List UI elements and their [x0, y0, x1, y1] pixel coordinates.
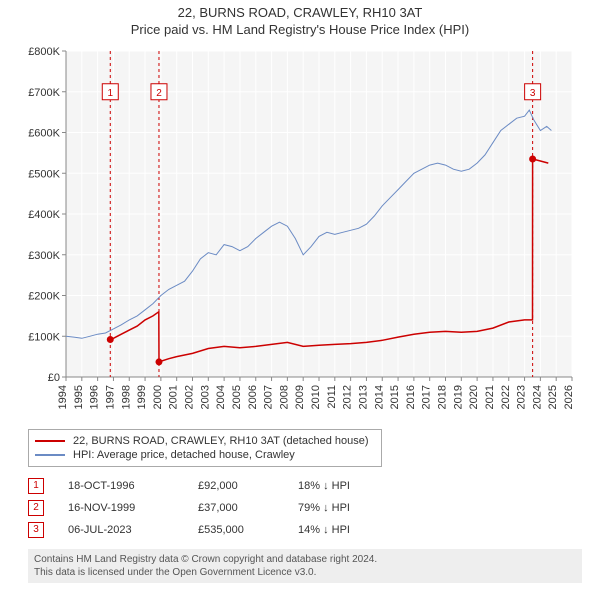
legend-row: HPI: Average price, detached house, Craw…: [35, 448, 375, 462]
sales-table: 1 18-OCT-1996 £92,000 18% ↓ HPI 2 16-NOV…: [28, 475, 600, 541]
svg-text:2007: 2007: [263, 385, 275, 409]
svg-text:2026: 2026: [563, 385, 575, 409]
footer-line: Contains HM Land Registry data © Crown c…: [34, 553, 576, 566]
svg-text:2002: 2002: [184, 385, 196, 409]
svg-text:£400K: £400K: [28, 209, 60, 221]
svg-text:1999: 1999: [136, 385, 148, 409]
svg-text:2019: 2019: [452, 385, 464, 409]
svg-text:2013: 2013: [357, 385, 369, 409]
sale-marker-icon: 3: [28, 522, 44, 538]
legend-row: 22, BURNS ROAD, CRAWLEY, RH10 3AT (detac…: [35, 434, 375, 448]
svg-text:2000: 2000: [152, 385, 164, 409]
svg-text:2016: 2016: [405, 385, 417, 409]
svg-text:2011: 2011: [326, 385, 338, 409]
legend-label-property: 22, BURNS ROAD, CRAWLEY, RH10 3AT (detac…: [73, 435, 369, 447]
svg-text:1: 1: [107, 88, 113, 99]
svg-text:2015: 2015: [389, 385, 401, 409]
sales-row: 1 18-OCT-1996 £92,000 18% ↓ HPI: [28, 475, 600, 497]
svg-text:2010: 2010: [310, 385, 322, 409]
svg-text:2: 2: [156, 88, 162, 99]
footer-box: Contains HM Land Registry data © Crown c…: [28, 549, 582, 583]
svg-text:2008: 2008: [278, 385, 290, 409]
legend-swatch-hpi: [35, 454, 65, 456]
svg-text:£800K: £800K: [28, 46, 60, 58]
svg-text:2003: 2003: [199, 385, 211, 409]
svg-text:2001: 2001: [168, 385, 180, 409]
svg-text:2021: 2021: [484, 385, 496, 409]
svg-text:2009: 2009: [294, 385, 306, 409]
sale-marker-icon: 2: [28, 500, 44, 516]
sales-row: 3 06-JUL-2023 £535,000 14% ↓ HPI: [28, 519, 600, 541]
sale-price: £92,000: [198, 480, 298, 492]
svg-text:1996: 1996: [89, 385, 101, 409]
sale-diff: 18% ↓ HPI: [298, 480, 350, 492]
chart-title: 22, BURNS ROAD, CRAWLEY, RH10 3AT: [0, 0, 600, 22]
svg-text:2014: 2014: [373, 385, 385, 409]
svg-text:2024: 2024: [531, 385, 543, 409]
svg-text:2005: 2005: [231, 385, 243, 409]
sale-marker-icon: 1: [28, 478, 44, 494]
svg-text:1997: 1997: [104, 385, 116, 409]
sale-price: £535,000: [198, 524, 298, 536]
svg-text:2023: 2023: [516, 385, 528, 409]
chart-svg: £0 £100K £200K £300K £400K £500K £600K £700K £80…: [20, 43, 580, 423]
svg-text:3: 3: [530, 88, 536, 99]
page-root: 22, BURNS ROAD, CRAWLEY, RH10 3AT Price …: [0, 0, 600, 590]
svg-text:2004: 2004: [215, 385, 227, 409]
svg-text:1995: 1995: [73, 385, 85, 409]
svg-text:2020: 2020: [468, 385, 480, 409]
svg-text:2018: 2018: [437, 385, 449, 409]
chart-subtitle: Price paid vs. HM Land Registry's House …: [0, 22, 600, 37]
sale-date: 18-OCT-1996: [68, 480, 198, 492]
svg-text:1994: 1994: [57, 385, 69, 409]
chart-container: £0 £100K £200K £300K £400K £500K £600K £700K £80…: [20, 43, 580, 423]
svg-text:2006: 2006: [247, 385, 259, 409]
svg-text:£600K: £600K: [28, 128, 60, 140]
sale-diff: 79% ↓ HPI: [298, 502, 350, 514]
svg-text:£700K: £700K: [28, 87, 60, 99]
sales-row: 2 16-NOV-1999 £37,000 79% ↓ HPI: [28, 497, 600, 519]
svg-text:£0: £0: [48, 372, 60, 384]
svg-text:1998: 1998: [120, 385, 132, 409]
svg-text:2012: 2012: [342, 385, 354, 409]
svg-text:£300K: £300K: [28, 250, 60, 262]
sale-price: £37,000: [198, 502, 298, 514]
legend-swatch-property: [35, 440, 65, 442]
svg-text:2017: 2017: [421, 385, 433, 409]
svg-text:2022: 2022: [500, 385, 512, 409]
svg-text:£200K: £200K: [28, 291, 60, 303]
legend-box: 22, BURNS ROAD, CRAWLEY, RH10 3AT (detac…: [28, 429, 382, 467]
footer-line: This data is licensed under the Open Gov…: [34, 566, 576, 579]
legend-label-hpi: HPI: Average price, detached house, Craw…: [73, 449, 295, 461]
sale-date: 06-JUL-2023: [68, 524, 198, 536]
sale-date: 16-NOV-1999: [68, 502, 198, 514]
sale-diff: 14% ↓ HPI: [298, 524, 350, 536]
svg-text:£100K: £100K: [28, 331, 60, 343]
svg-text:2025: 2025: [547, 385, 559, 409]
svg-text:£500K: £500K: [28, 168, 60, 180]
